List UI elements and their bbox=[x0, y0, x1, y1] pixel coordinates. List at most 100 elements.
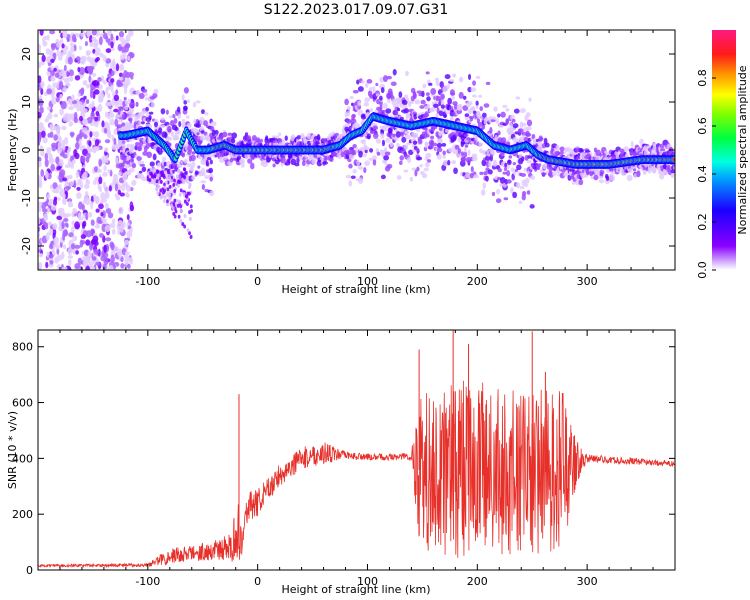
spectral-blob bbox=[344, 123, 351, 127]
noise-blob bbox=[94, 166, 98, 173]
spectral-blob bbox=[416, 166, 420, 172]
spectral-blob bbox=[183, 199, 187, 204]
noise-blob bbox=[60, 212, 66, 217]
noise-blob bbox=[90, 200, 94, 210]
spectral-blob bbox=[178, 192, 182, 197]
noise-blob bbox=[77, 92, 81, 97]
noise-blob bbox=[63, 64, 67, 72]
spectral-blob bbox=[526, 119, 533, 127]
noise-blob bbox=[55, 156, 60, 165]
spectral-blob bbox=[412, 148, 416, 153]
noise-blob bbox=[89, 263, 94, 268]
spectral-blob bbox=[471, 94, 477, 98]
spectral-blob bbox=[153, 177, 156, 182]
noise-blob bbox=[87, 65, 94, 74]
spectral-blob bbox=[511, 118, 516, 123]
noise-blob bbox=[110, 61, 117, 70]
spectral-blob bbox=[399, 155, 404, 161]
spectral-blob bbox=[414, 169, 418, 177]
spectral-blob bbox=[200, 171, 206, 177]
spectral-blob bbox=[479, 148, 483, 154]
spectral-blob bbox=[524, 178, 530, 184]
spectral-blob bbox=[203, 112, 209, 116]
spectral-blob bbox=[386, 163, 393, 169]
spectral-blob bbox=[384, 147, 388, 152]
spectral-blob bbox=[409, 176, 413, 182]
spectral-blob bbox=[423, 167, 429, 172]
noise-blob bbox=[119, 192, 125, 197]
spectral-blob bbox=[129, 148, 134, 155]
spectral-blob bbox=[281, 139, 286, 146]
spectral-blob bbox=[183, 175, 187, 180]
spectral-blob bbox=[493, 106, 498, 112]
noise-blob bbox=[82, 148, 88, 156]
spectral-blob bbox=[186, 122, 192, 128]
noise-blob bbox=[84, 41, 89, 47]
noise-blob bbox=[88, 140, 92, 147]
spectral-blob bbox=[135, 89, 141, 96]
spectral-blob bbox=[118, 119, 124, 123]
spectral-blob bbox=[598, 175, 603, 179]
spectral-blob bbox=[667, 165, 671, 170]
spectral-blob bbox=[490, 151, 496, 155]
noise-blob bbox=[124, 251, 130, 256]
noise-blob bbox=[46, 147, 51, 155]
noise-blob bbox=[76, 192, 82, 199]
spectral-blob bbox=[430, 106, 436, 112]
spectral-blob bbox=[396, 175, 402, 181]
noise-blob bbox=[84, 183, 90, 189]
noise-blob bbox=[48, 243, 54, 250]
spectral-blob bbox=[376, 151, 381, 156]
noise-blob bbox=[79, 239, 84, 248]
noise-blob bbox=[109, 241, 114, 249]
spectrogram-marks bbox=[38, 30, 675, 270]
noise-blob bbox=[68, 232, 74, 238]
noise-blob bbox=[60, 100, 67, 110]
spectral-blob bbox=[424, 141, 430, 148]
noise-blob bbox=[68, 200, 72, 208]
spectral-blob bbox=[413, 132, 419, 139]
noise-blob bbox=[69, 69, 74, 77]
noise-blob bbox=[56, 247, 60, 255]
noise-blob bbox=[102, 218, 107, 224]
noise-blob bbox=[76, 186, 81, 191]
spectral-blob bbox=[345, 118, 352, 124]
noise-blob bbox=[107, 93, 111, 99]
noise-blob bbox=[71, 211, 75, 218]
noise-blob bbox=[99, 52, 104, 58]
noise-blob bbox=[46, 70, 52, 77]
spectral-blob bbox=[435, 79, 440, 87]
spectral-blob bbox=[642, 171, 647, 175]
spectral-blob bbox=[129, 102, 135, 109]
noise-blob bbox=[38, 98, 44, 107]
noise-blob bbox=[107, 73, 112, 78]
noise-blob bbox=[109, 222, 116, 229]
spectral-blob bbox=[369, 130, 375, 134]
noise-blob bbox=[83, 95, 87, 100]
noise-blob bbox=[104, 111, 108, 118]
spectral-blob bbox=[368, 86, 373, 92]
spectral-blob bbox=[156, 169, 160, 174]
spectral-blob bbox=[173, 214, 177, 219]
noise-blob bbox=[49, 30, 56, 35]
noise-blob bbox=[95, 56, 100, 62]
noise-blob bbox=[91, 36, 97, 42]
spectral-blob bbox=[172, 114, 176, 119]
spectral-blob bbox=[122, 83, 129, 89]
noise-blob bbox=[63, 113, 69, 122]
spectral-blob bbox=[168, 115, 174, 119]
noise-blob bbox=[111, 144, 117, 151]
spectral-blob bbox=[166, 187, 170, 192]
spectral-blob bbox=[189, 167, 195, 172]
noise-blob bbox=[101, 120, 105, 128]
spectral-blob bbox=[364, 160, 371, 166]
spectral-blob bbox=[479, 171, 484, 176]
spectral-blob bbox=[416, 90, 423, 94]
noise-blob bbox=[100, 212, 104, 217]
spectral-blob bbox=[506, 159, 512, 166]
spectral-blob bbox=[372, 158, 377, 166]
noise-blob bbox=[114, 183, 119, 192]
spectral-blob bbox=[485, 81, 491, 86]
spectral-blob bbox=[509, 121, 513, 128]
spectral-blob bbox=[144, 92, 148, 97]
